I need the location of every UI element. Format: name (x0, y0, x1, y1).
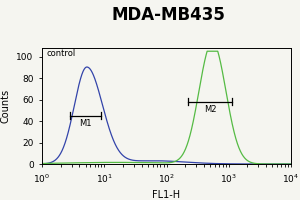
Y-axis label: Counts: Counts (1, 89, 11, 123)
Text: MDA-MB435: MDA-MB435 (111, 6, 225, 24)
Text: control: control (47, 49, 76, 58)
X-axis label: FL1-H: FL1-H (152, 190, 181, 200)
Text: M2: M2 (204, 105, 216, 114)
Text: M1: M1 (79, 119, 92, 128)
